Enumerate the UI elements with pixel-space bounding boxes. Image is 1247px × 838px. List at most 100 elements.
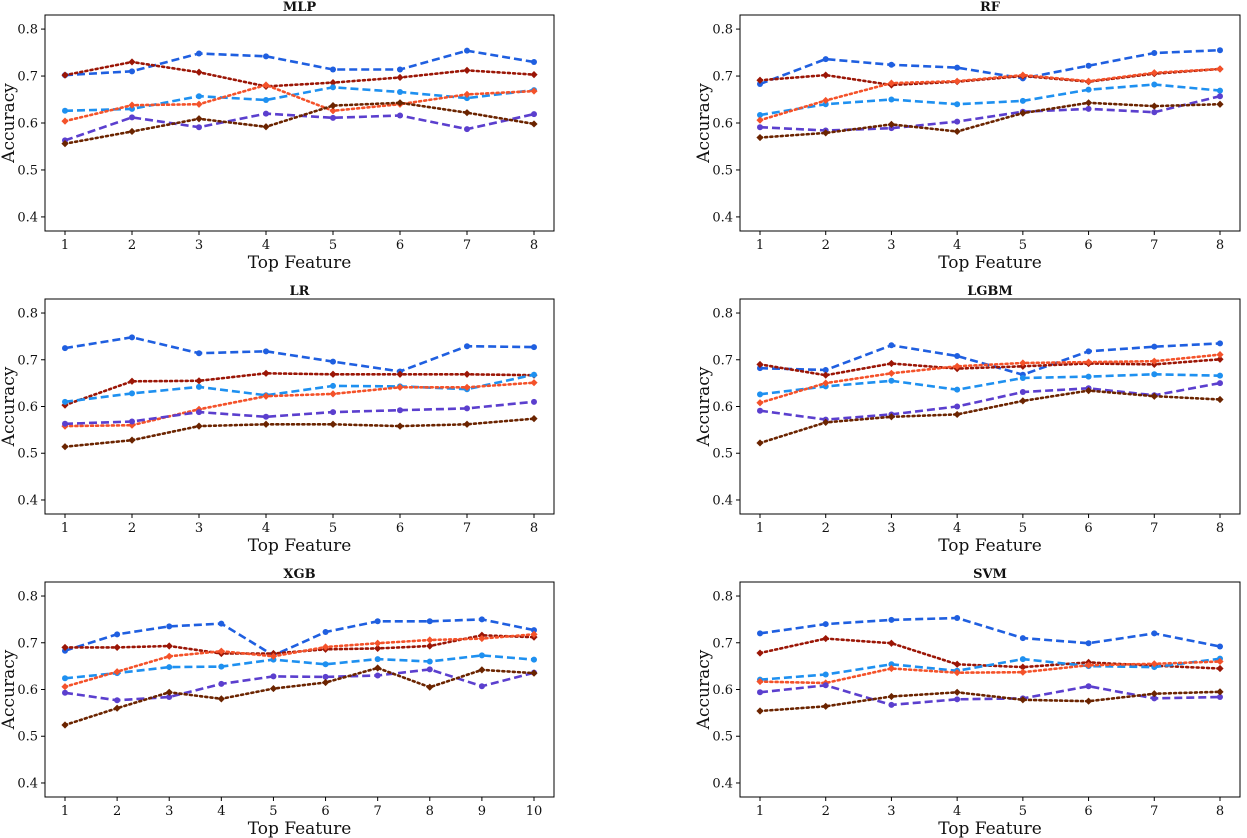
data-point	[822, 71, 830, 79]
series-line	[758, 389, 1222, 445]
data-point	[114, 697, 121, 704]
x-tick-label: 3	[887, 804, 895, 819]
data-point	[530, 71, 538, 79]
data-point	[1150, 660, 1158, 668]
line-series-5	[62, 666, 537, 704]
data-point	[329, 107, 337, 115]
y-tick-label: 0.6	[712, 683, 733, 698]
data-point	[196, 50, 202, 57]
data-point	[463, 109, 471, 117]
data-point	[128, 421, 136, 429]
data-point	[128, 58, 136, 66]
data-point	[530, 120, 538, 128]
data-point	[196, 124, 202, 131]
data-point	[396, 383, 404, 391]
data-point	[1216, 688, 1224, 696]
data-point	[822, 702, 830, 710]
x-tick-label: 7	[1150, 804, 1158, 819]
subplot-svm: SVM 0.4 0.5 0.6 0.7 0.8 1 2 3 4 5 6 7 8 Top Feature Acc…	[694, 567, 1241, 838]
subplot-xgb: XGB 0.4 0.5 0.6 0.7 0.8 1 2 3 4 5 6 7 8 9 10 Top Feature…	[0, 567, 555, 838]
series-line	[63, 60, 536, 88]
data-point	[1150, 69, 1158, 77]
x-tick-label: 3	[165, 804, 173, 819]
data-point	[269, 684, 278, 693]
x-tick-label: 6	[396, 521, 404, 536]
data-point	[757, 112, 763, 119]
series-line	[758, 353, 1222, 405]
data-point	[464, 95, 470, 102]
subplot-title: LR	[290, 284, 310, 299]
x-axis-title: Top Feature	[248, 253, 352, 273]
data-point	[954, 696, 961, 703]
data-point	[954, 614, 961, 621]
x-tick-label: 4	[953, 238, 961, 253]
line-series-3	[757, 655, 1223, 683]
data-point	[1217, 93, 1223, 100]
data-point	[374, 656, 381, 663]
data-point	[954, 118, 961, 125]
data-point	[166, 693, 173, 700]
data-point	[1019, 359, 1027, 367]
data-point	[113, 668, 121, 676]
x-tick-label: 5	[1019, 804, 1027, 819]
data-point	[113, 643, 121, 652]
data-point	[822, 367, 829, 374]
series-line	[64, 654, 535, 680]
data-point	[374, 644, 382, 652]
line-series-1	[62, 334, 537, 375]
x-tick-label: 1	[756, 521, 764, 536]
y-axis-title: Accuracy	[694, 366, 714, 447]
x-tick-label: 2	[822, 521, 830, 536]
y-tick-label: 0.8	[17, 23, 38, 38]
x-axis-title: Top Feature	[938, 536, 1042, 556]
subplot-title: RF	[980, 0, 1001, 15]
line-series-1	[757, 614, 1223, 650]
line-series-6	[61, 415, 538, 451]
data-point	[888, 342, 895, 349]
data-point	[426, 666, 433, 673]
data-point	[1085, 86, 1092, 93]
y-axis-title: Accuracy	[694, 83, 714, 164]
x-tick-label: 9	[478, 804, 486, 819]
data-point	[1216, 65, 1224, 73]
y-tick-label: 0.4	[17, 776, 38, 791]
series-line	[759, 657, 1221, 681]
data-point	[463, 420, 471, 428]
data-point	[954, 64, 961, 71]
data-point	[531, 398, 537, 405]
data-point	[330, 382, 336, 389]
data-point	[757, 81, 763, 88]
data-point	[756, 677, 764, 686]
data-point	[330, 66, 336, 73]
data-point	[128, 101, 136, 109]
series-line	[759, 616, 1221, 648]
series-line	[63, 371, 536, 407]
line-series-6	[756, 387, 1224, 447]
data-point	[1019, 656, 1026, 663]
data-point	[61, 140, 69, 148]
data-point	[374, 639, 382, 647]
data-point	[463, 370, 471, 378]
data-point	[822, 129, 830, 137]
y-tick-label: 0.5	[17, 163, 38, 178]
data-point	[756, 707, 764, 715]
data-point	[1150, 690, 1158, 698]
y-tick-label: 0.7	[17, 353, 38, 368]
line-series-1	[757, 340, 1223, 378]
y-tick-label: 0.5	[17, 447, 38, 462]
data-point	[1019, 97, 1026, 104]
subplot-title: LGBM	[967, 284, 1013, 299]
data-point	[757, 630, 763, 637]
data-point	[195, 377, 203, 385]
data-point	[263, 413, 269, 420]
y-axis-title: Accuracy	[694, 649, 714, 730]
y-tick-label: 0.8	[712, 23, 733, 38]
subplot-rf: RF 0.4 0.5 0.6 0.7 0.8 1 2 3 4 5 6 7 8 Top Feature Accu…	[694, 0, 1241, 273]
data-point	[756, 649, 764, 657]
data-point	[397, 66, 403, 73]
data-point	[756, 360, 764, 369]
y-tick-label: 0.4	[712, 776, 733, 791]
data-point	[822, 621, 829, 628]
data-point	[166, 664, 173, 671]
data-point	[329, 102, 337, 110]
